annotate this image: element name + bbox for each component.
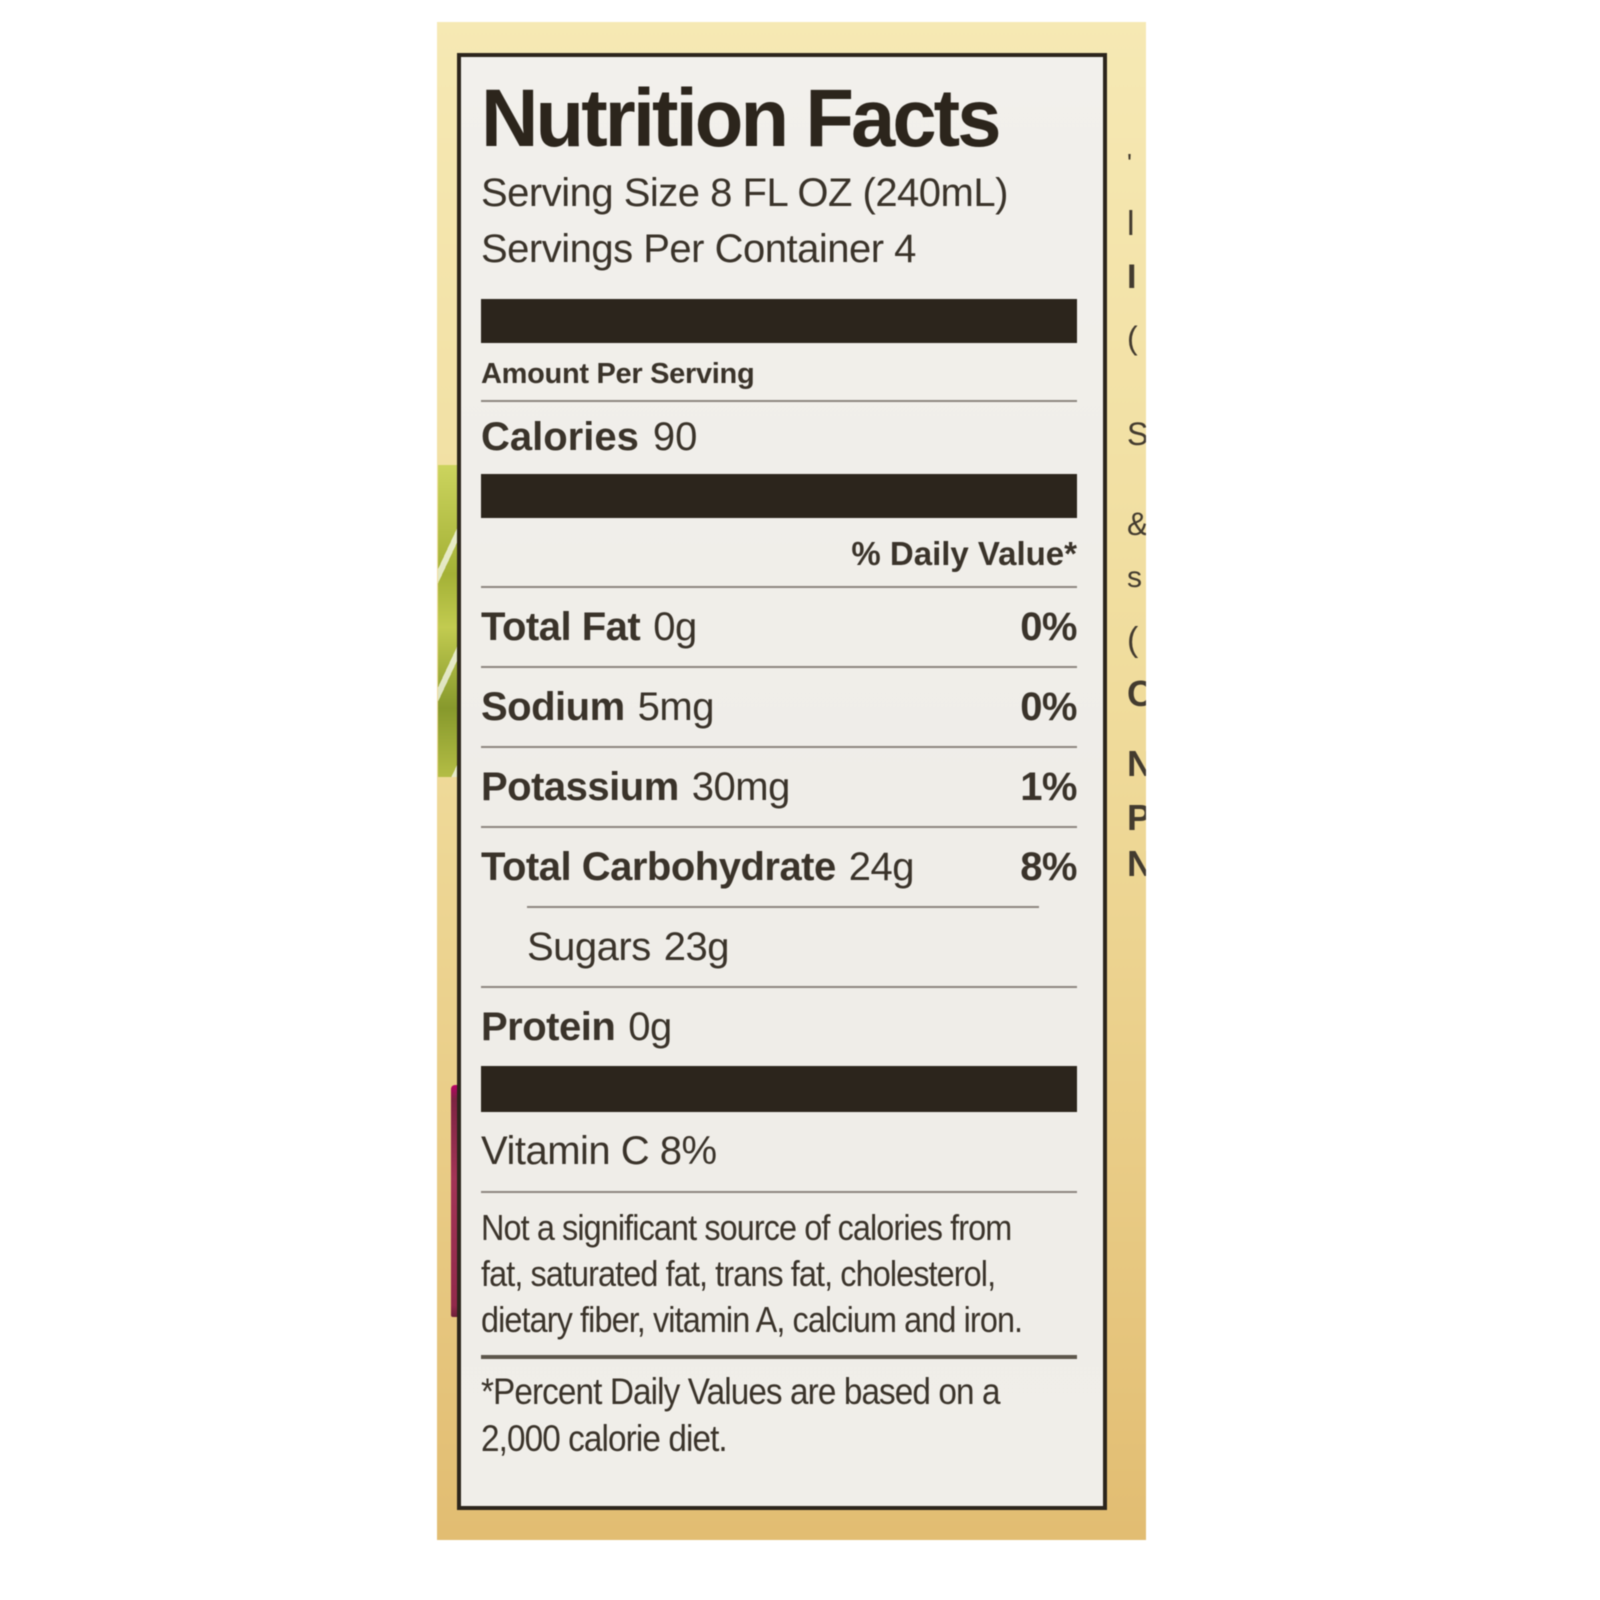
nutrient-row-sodium: Sodium 5mg 0% bbox=[481, 668, 1077, 748]
nutrient-name-amount: Total Carbohydrate 24g bbox=[481, 845, 915, 889]
nutrient-row-protein: Protein 0g bbox=[481, 988, 1077, 1066]
separator-bar bbox=[481, 474, 1077, 518]
note-line: Not a significant source of calories fro… bbox=[481, 1207, 1012, 1248]
cut-off-letter-fragment: N bbox=[1127, 843, 1146, 884]
nutrient-daily-value: 8% bbox=[1020, 845, 1077, 889]
amount-per-serving-heading: Amount Per Serving bbox=[481, 343, 1077, 402]
nutrition-facts-panel: Nutrition Facts Serving Size 8 FL OZ (24… bbox=[457, 53, 1107, 1510]
cut-off-letter-fragment: ( bbox=[1127, 320, 1138, 356]
nutrient-row-total-fat: Total Fat 0g 0% bbox=[481, 588, 1077, 668]
not-significant-source-note: Not a significant source of calories fro… bbox=[481, 1193, 1077, 1343]
nutrient-name-amount: Protein 0g bbox=[481, 1005, 672, 1049]
vitamin-c-line: Vitamin C 8% bbox=[481, 1112, 1077, 1193]
separator-bar bbox=[481, 1066, 1077, 1112]
daily-value-header: % Daily Value* bbox=[481, 518, 1077, 588]
calories-value: 90 bbox=[652, 415, 698, 459]
cut-off-letter-fragment: ' bbox=[1127, 148, 1132, 178]
cut-off-letter-fragment: N bbox=[1127, 743, 1146, 784]
calories-label: Calories bbox=[481, 415, 639, 459]
note-line: dietary fiber, vitamin A, calcium and ir… bbox=[481, 1299, 1023, 1340]
nutrient-daily-value: 0% bbox=[1020, 685, 1077, 729]
magenta-stripe-sliver bbox=[451, 1085, 461, 1317]
nutrient-name-amount: Total Fat 0g bbox=[481, 605, 697, 649]
cut-off-letter-fragment: I bbox=[1127, 258, 1137, 296]
serving-size-line: Serving Size 8 FL OZ (240mL) bbox=[481, 171, 1008, 215]
nutrient-row-sugars: Sugars 23g bbox=[481, 908, 1077, 988]
leaf-image-sliver bbox=[438, 465, 459, 777]
nutrient-row-potassium: Potassium 30mg 1% bbox=[481, 748, 1077, 828]
footnote-line: 2,000 calorie diet. bbox=[481, 1418, 728, 1459]
cut-off-letter-fragment: P bbox=[1127, 797, 1146, 838]
indented-hairline bbox=[527, 906, 1039, 908]
servings-per-container-line: Servings Per Container 4 bbox=[481, 227, 916, 271]
separator-bar bbox=[481, 299, 1077, 343]
note-line: fat, saturated fat, trans fat, cholester… bbox=[481, 1253, 996, 1294]
cut-off-letter-fragment: s bbox=[1127, 561, 1142, 594]
cut-off-letter-fragment: & bbox=[1127, 508, 1146, 540]
footnote-line: *Percent Daily Values are based on a bbox=[481, 1371, 1001, 1412]
cut-off-letter-fragment: l bbox=[1127, 205, 1135, 243]
nutrient-name-amount: Sugars 23g bbox=[527, 925, 730, 969]
cut-off-letter-fragment: C bbox=[1127, 673, 1146, 714]
nutrient-name-amount: Sodium 5mg bbox=[481, 685, 714, 729]
cut-off-letter-fragment: S bbox=[1127, 416, 1146, 452]
nutrient-row-total-carbohydrate: Total Carbohydrate 24g 8% bbox=[481, 828, 1077, 906]
calories-row: Calories 90 bbox=[481, 402, 1077, 474]
nutrition-facts-title: Nutrition Facts bbox=[481, 73, 1001, 164]
nutrient-name-amount: Potassium 30mg bbox=[481, 765, 790, 809]
cut-off-letter-fragment: ( bbox=[1127, 621, 1139, 659]
footnote-rule bbox=[481, 1355, 1077, 1359]
nutrient-daily-value: 1% bbox=[1020, 765, 1077, 809]
percent-daily-values-footnote: *Percent Daily Values are based on a 2,0… bbox=[481, 1359, 1077, 1462]
nutrient-daily-value: 0% bbox=[1020, 605, 1077, 649]
